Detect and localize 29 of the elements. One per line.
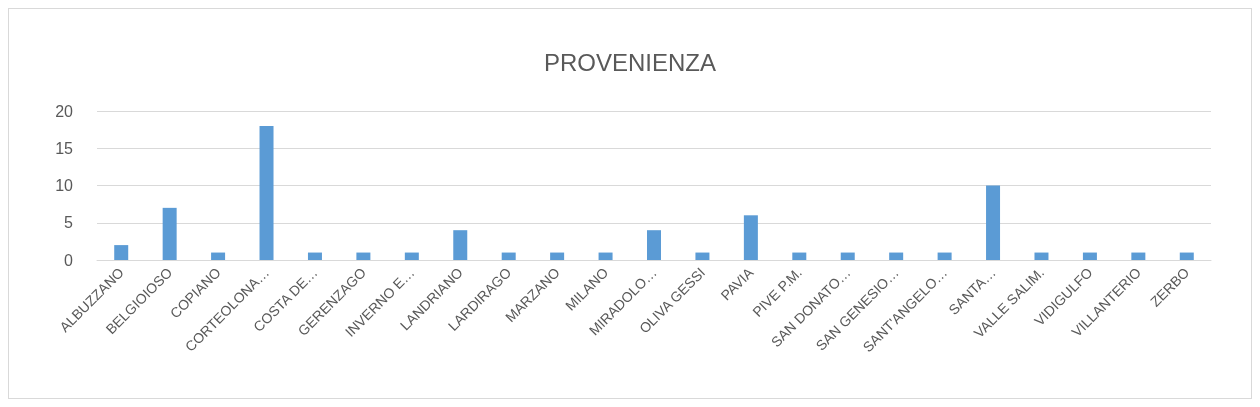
bar [1034,252,1049,260]
bar [307,252,322,260]
bar [404,252,419,260]
y-tick-label: 0 [64,251,74,269]
y-tick-label: 15 [55,139,74,157]
bar [598,252,613,260]
bar [1082,252,1097,260]
bar [114,245,129,260]
bar [356,252,371,260]
bar [453,230,468,260]
bar [1179,252,1194,260]
bar [840,252,855,260]
bar [937,252,952,260]
bar [550,252,565,260]
bar [889,252,904,260]
bar [211,252,226,260]
bar [792,252,807,260]
bar [501,252,516,260]
bar [695,252,710,260]
y-tick-label: 20 [55,102,74,120]
bar [259,125,274,260]
bar [162,207,177,260]
bar [647,230,661,260]
bar [1131,252,1146,260]
bar [986,185,1001,260]
y-tick-label: 5 [64,214,74,232]
chart-title: PROVENIENZA [543,48,717,76]
y-tick-label: 10 [55,177,74,194]
bar [743,215,758,260]
